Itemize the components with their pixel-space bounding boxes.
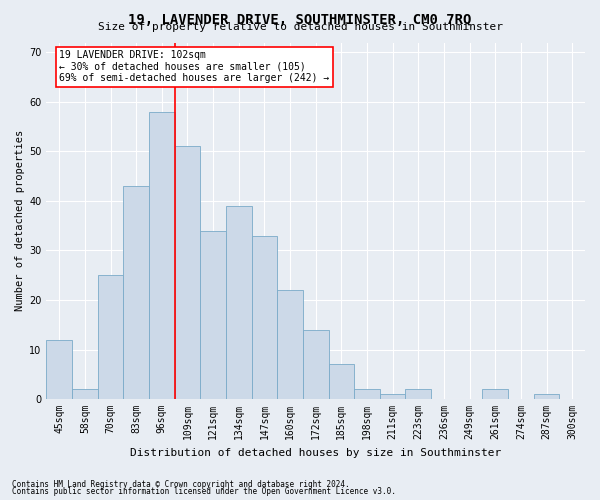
Bar — [46, 340, 72, 399]
Bar — [251, 236, 277, 399]
Text: Contains public sector information licensed under the Open Government Licence v3: Contains public sector information licen… — [12, 487, 396, 496]
Bar — [303, 330, 329, 399]
Bar — [329, 364, 354, 399]
Bar — [98, 276, 124, 399]
Text: 19, LAVENDER DRIVE, SOUTHMINSTER, CM0 7RQ: 19, LAVENDER DRIVE, SOUTHMINSTER, CM0 7R… — [128, 12, 472, 26]
Bar — [175, 146, 200, 399]
Bar — [226, 206, 251, 399]
Bar — [149, 112, 175, 399]
Bar — [380, 394, 406, 399]
Text: Size of property relative to detached houses in Southminster: Size of property relative to detached ho… — [97, 22, 503, 32]
Bar — [72, 389, 98, 399]
X-axis label: Distribution of detached houses by size in Southminster: Distribution of detached houses by size … — [130, 448, 502, 458]
Bar — [124, 186, 149, 399]
Bar — [277, 290, 303, 399]
Bar — [354, 389, 380, 399]
Text: 19 LAVENDER DRIVE: 102sqm
← 30% of detached houses are smaller (105)
69% of semi: 19 LAVENDER DRIVE: 102sqm ← 30% of detac… — [59, 50, 329, 83]
Bar — [200, 230, 226, 399]
Text: Contains HM Land Registry data © Crown copyright and database right 2024.: Contains HM Land Registry data © Crown c… — [12, 480, 350, 489]
Bar — [534, 394, 559, 399]
Y-axis label: Number of detached properties: Number of detached properties — [15, 130, 25, 312]
Bar — [482, 389, 508, 399]
Bar — [406, 389, 431, 399]
